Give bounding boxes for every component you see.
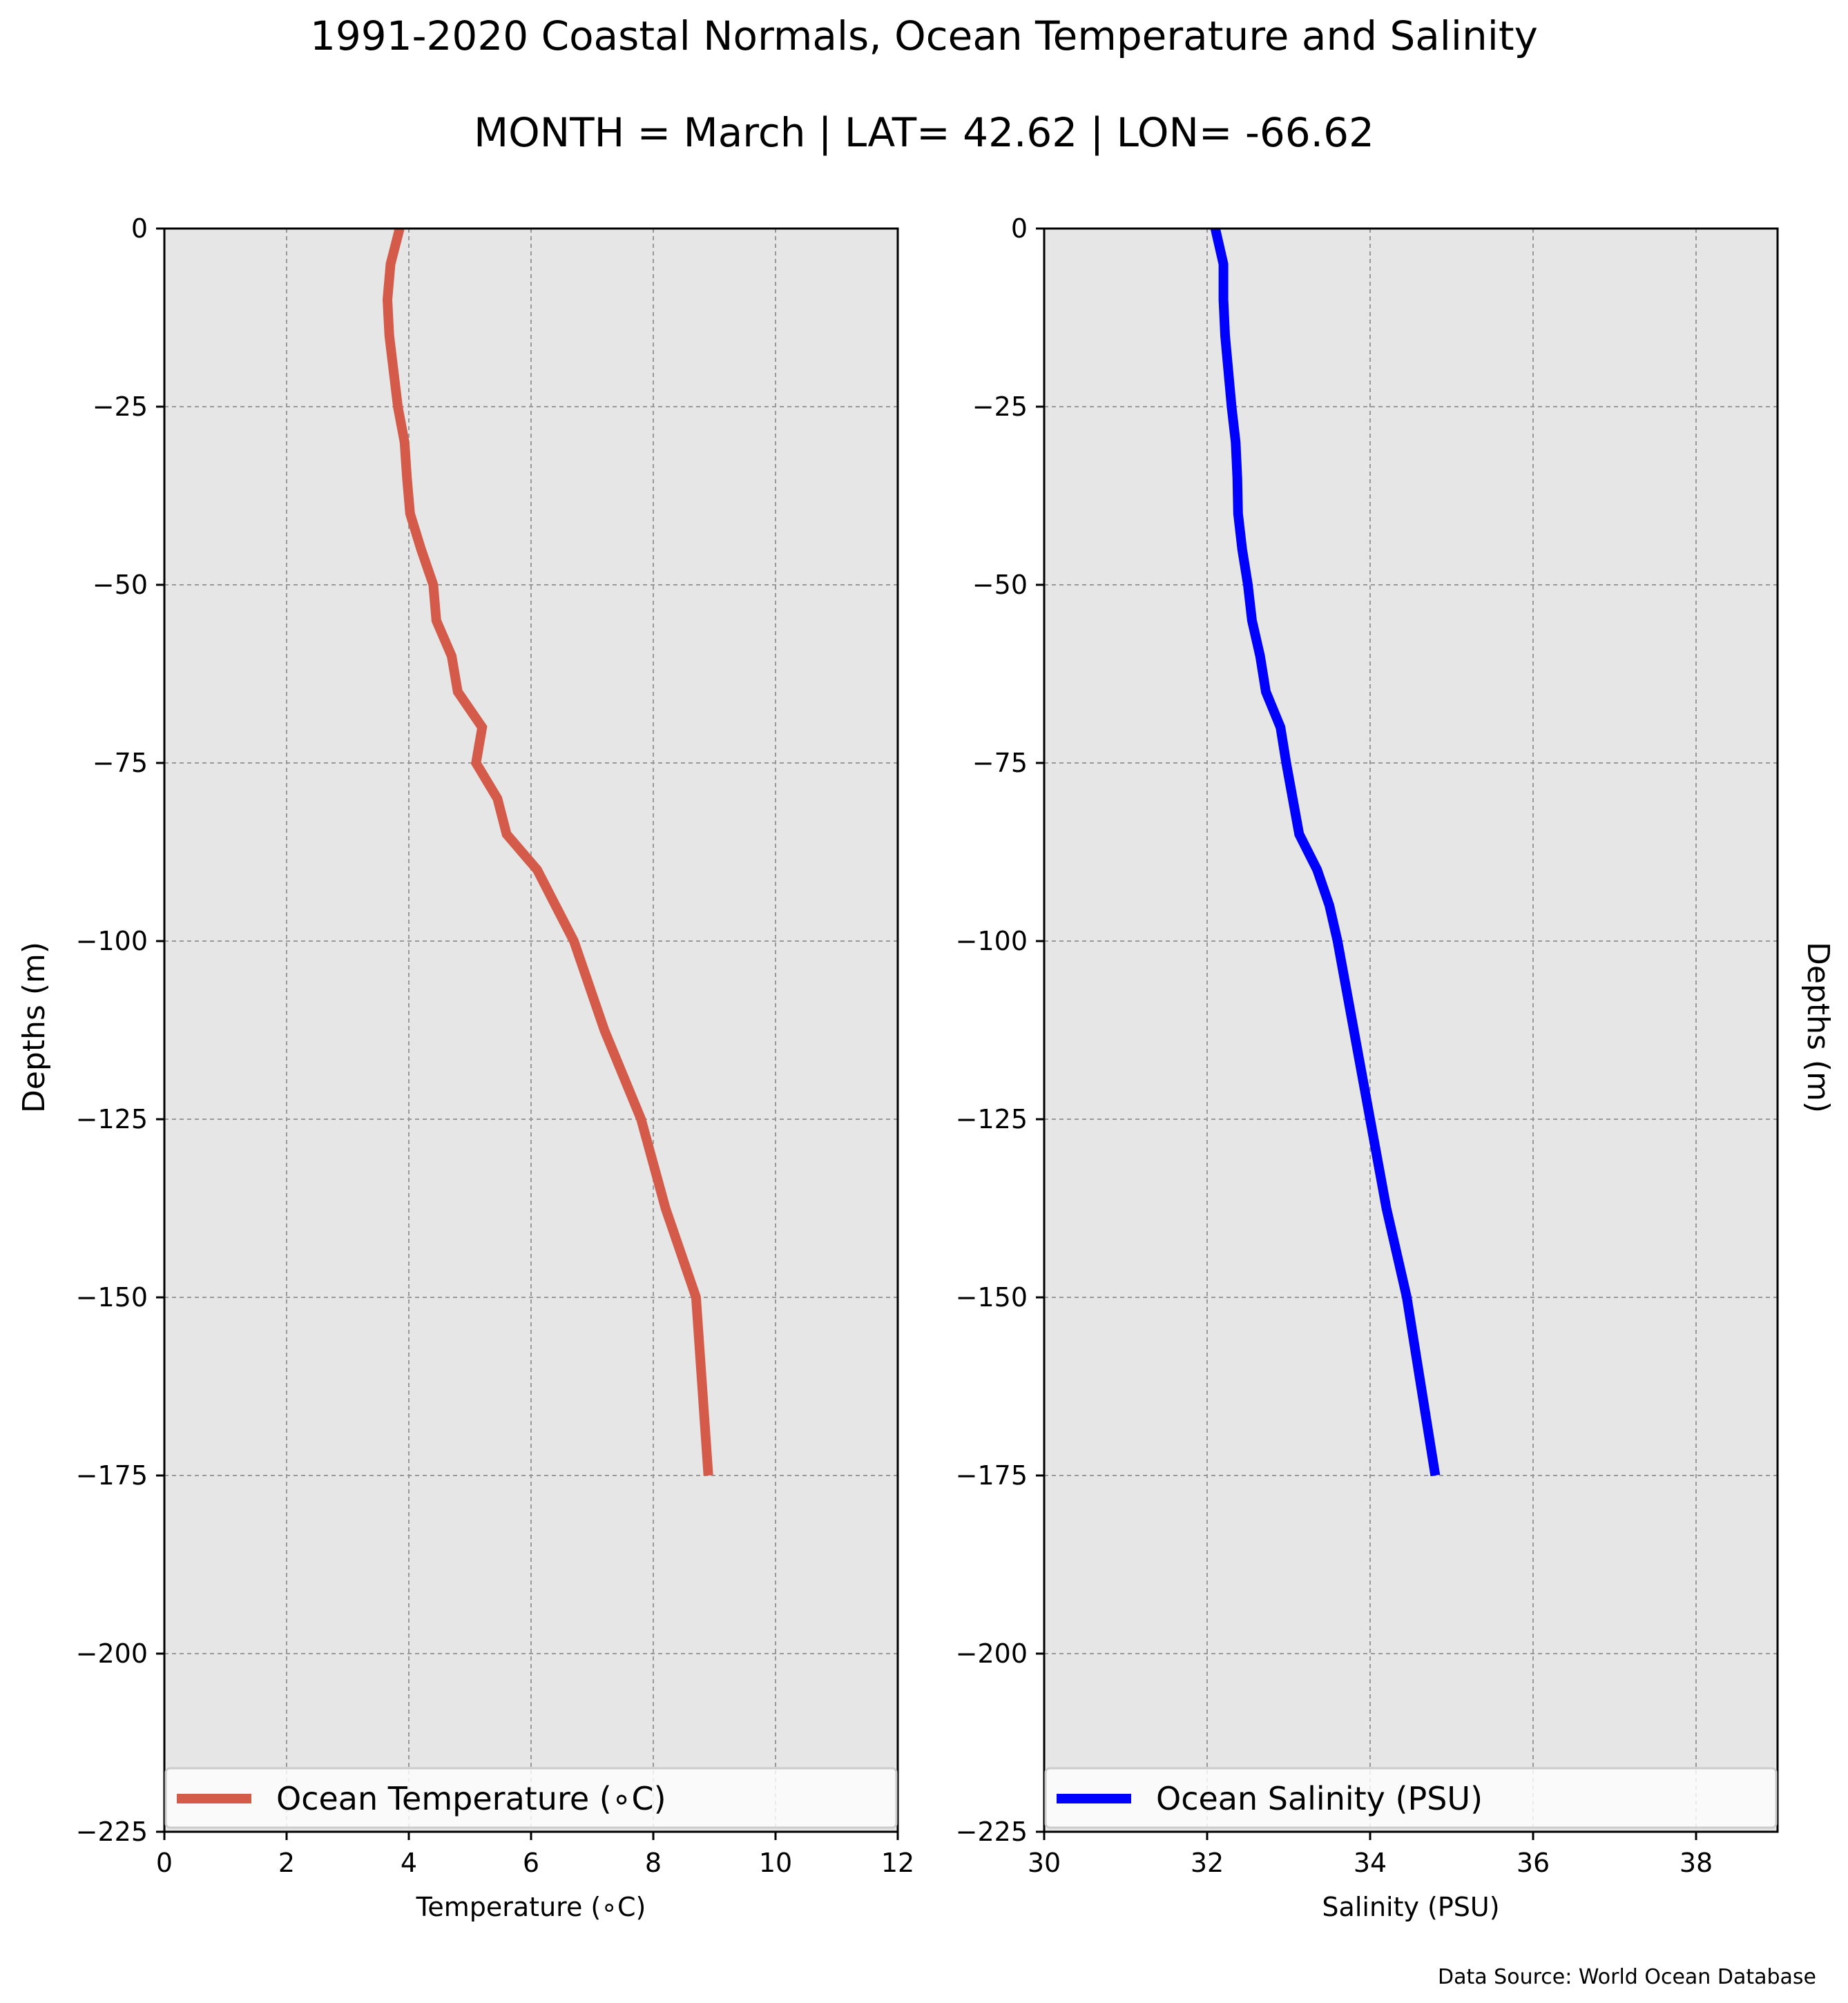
y-tick-label: 0	[131, 213, 148, 244]
legend: Ocean Temperature (∘C)	[164, 1767, 898, 1829]
x-axis-label: Temperature (∘C)	[416, 1892, 646, 1922]
x-tick-label: 30	[1028, 1848, 1061, 1878]
x-tick-label: 34	[1354, 1848, 1387, 1878]
y-tick-label: −100	[76, 926, 148, 956]
x-tick-label: 4	[401, 1848, 417, 1878]
legend-label: Ocean Salinity (PSU)	[1156, 1780, 1483, 1817]
temperature-panel: 0 −25 −50 −75 −100 −125 −150 −175 −200 −225 0 2 4 6 8 1…	[76, 213, 915, 1922]
y-tick-label: −200	[956, 1638, 1028, 1669]
y-tick-label: −25	[93, 391, 148, 422]
legend: Ocean Salinity (PSU)	[1044, 1767, 1778, 1829]
series-line-0	[1210, 227, 1441, 1477]
y-tick-label: −150	[956, 1282, 1028, 1313]
y-tick-label: −25	[972, 391, 1028, 422]
y-tick-label: −75	[972, 748, 1028, 778]
legend-box	[164, 1767, 898, 1829]
data-source-note: Data Source: World Ocean Database	[1438, 1965, 1816, 1989]
x-tick-label: 38	[1679, 1848, 1713, 1878]
x-tick-label: 12	[881, 1848, 914, 1878]
y-axis-label-left: Depths (m)	[17, 942, 52, 1113]
x-tick-label: 2	[278, 1848, 295, 1878]
axes-frame	[1043, 227, 1779, 1833]
series-line-0	[382, 227, 713, 1476]
legend-label: Ocean Temperature (∘C)	[276, 1780, 666, 1817]
y-tick-label: −75	[93, 748, 148, 778]
x-tick-label: 36	[1517, 1848, 1550, 1878]
chart-title: 1991-2020 Coastal Normals, Ocean Tempera…	[310, 12, 1538, 59]
x-tick-label: 10	[759, 1848, 792, 1878]
y-tick-label: −225	[956, 1817, 1028, 1847]
y-tick-label: −175	[956, 1460, 1028, 1491]
y-tick-label: −50	[93, 570, 148, 600]
x-axis-label: Salinity (PSU)	[1322, 1892, 1499, 1922]
y-tick-label: −175	[76, 1460, 148, 1491]
y-axis-label-right: Depths (m)	[1800, 942, 1836, 1113]
y-tick-label: −225	[76, 1817, 148, 1847]
y-tick-label: 0	[1011, 213, 1028, 244]
x-tick-label: 8	[645, 1848, 662, 1878]
x-tick-label: 32	[1191, 1848, 1224, 1878]
y-tick-label: −50	[972, 570, 1028, 600]
x-tick-label: 0	[156, 1848, 173, 1878]
x-tick-label: 6	[523, 1848, 539, 1878]
plot-background	[1044, 229, 1778, 1832]
y-tick-label: −125	[956, 1104, 1028, 1134]
y-tick-label: −100	[956, 926, 1028, 956]
y-tick-label: −150	[76, 1282, 148, 1313]
chart-subtitle: MONTH = March | LAT= 42.62 | LON= -66.62	[474, 109, 1374, 156]
y-tick-label: −125	[76, 1104, 148, 1134]
legend-box	[1044, 1767, 1778, 1829]
y-tick-label: −200	[76, 1638, 148, 1669]
